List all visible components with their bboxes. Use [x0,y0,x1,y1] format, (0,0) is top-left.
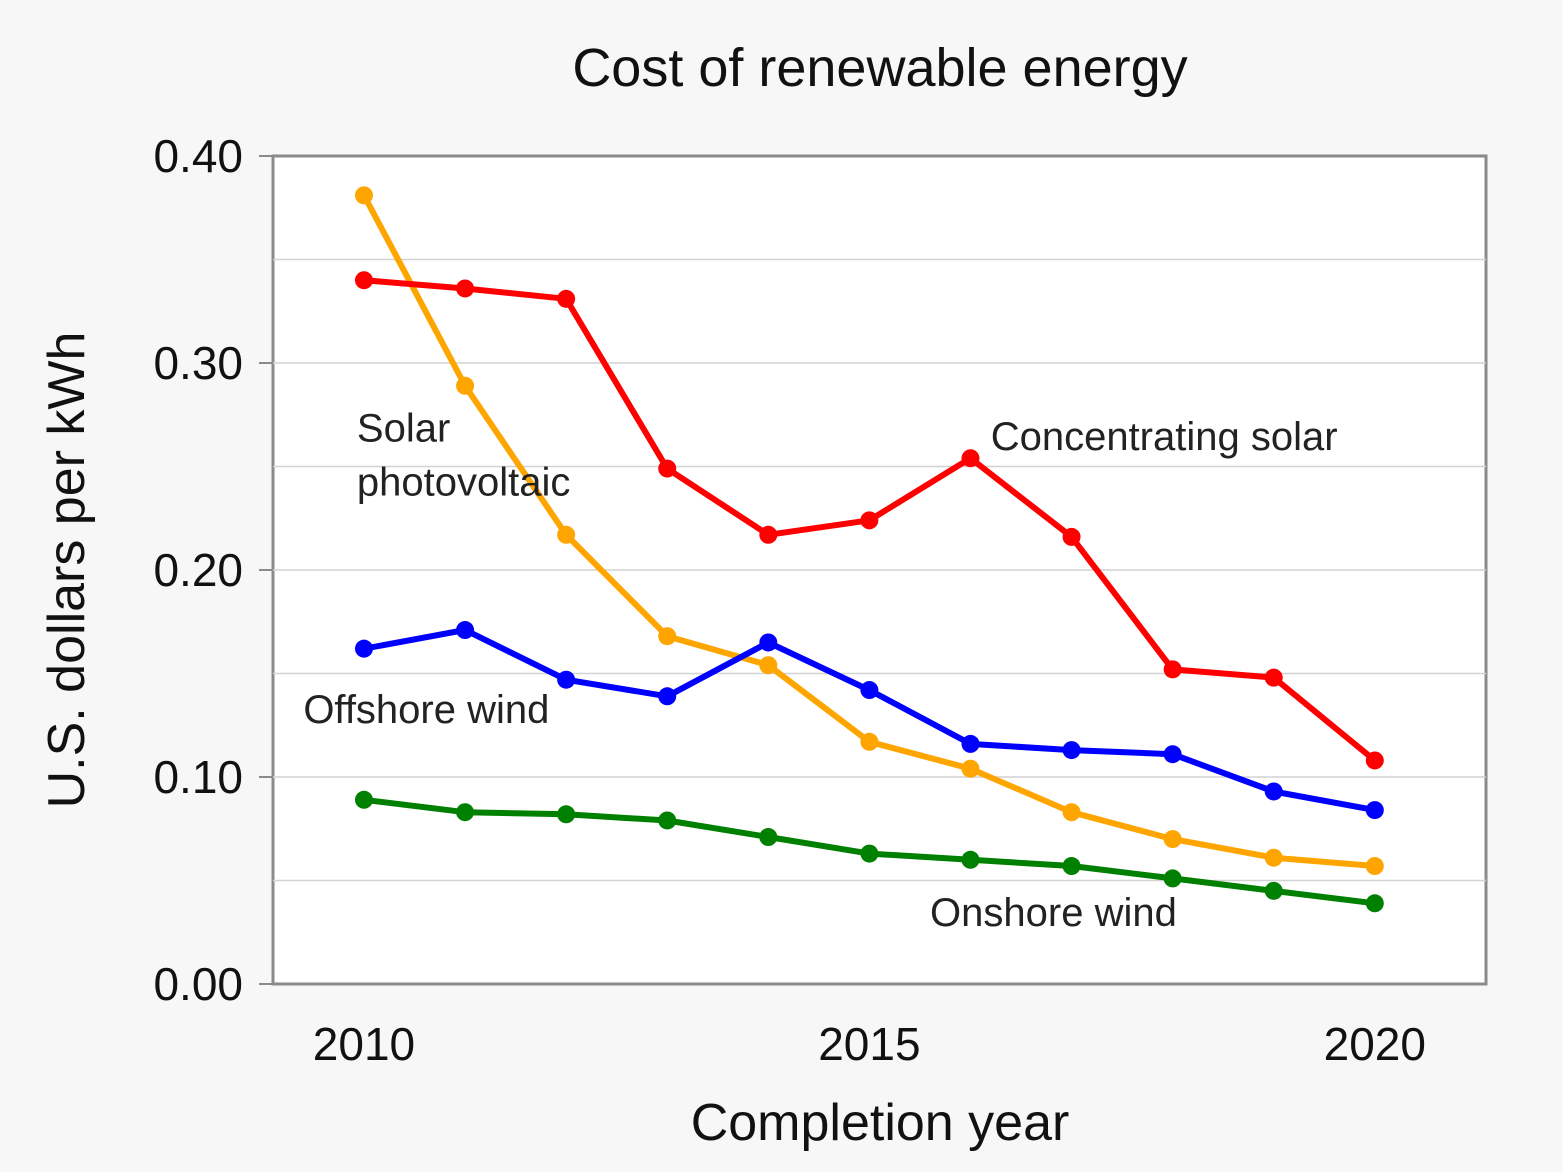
data-point-onshore-wind [1264,881,1283,900]
series-offshore-wind [354,621,1384,820]
data-point-concentrating-solar [658,459,677,478]
data-point-concentrating-solar [557,289,576,308]
data-point-solar-photovoltaic [1163,830,1182,849]
data-point-concentrating-solar [1062,527,1081,546]
data-point-solar-photovoltaic [860,732,879,751]
series-label-line: Onshore wind [930,891,1177,935]
x-tick-label: 2020 [1324,1018,1426,1070]
data-point-onshore-wind [759,828,778,847]
data-point-offshore-wind [961,734,980,753]
data-point-concentrating-solar [1365,751,1384,770]
data-point-concentrating-solar [456,279,475,298]
series-layer [354,186,1384,913]
data-point-onshore-wind [860,844,879,863]
data-point-solar-photovoltaic [1365,857,1384,876]
series-label-line: photovoltaic [357,461,570,505]
data-point-onshore-wind [354,790,373,809]
chart-title: Cost of renewable energy [572,38,1187,98]
series-concentrating-solar [354,271,1384,770]
data-point-offshore-wind [557,670,576,689]
data-point-offshore-wind [860,681,879,700]
data-point-concentrating-solar [1163,660,1182,679]
data-point-offshore-wind [1163,745,1182,764]
data-point-solar-photovoltaic [961,759,980,778]
y-tick-label: 0.20 [153,544,243,596]
series-label-line: Solar [357,407,450,451]
y-tick-label: 0.40 [153,130,243,182]
data-point-concentrating-solar [860,511,879,530]
y-tick-label: 0.00 [153,958,243,1010]
series-label-line: Concentrating solar [991,415,1338,459]
data-point-offshore-wind [1365,801,1384,820]
series-solar-photovoltaic [354,186,1384,876]
tick-labels: 0.00 0.10 0.20 0.30 0.40 2010 2015 2020 [153,130,1426,1070]
y-tick-label: 0.10 [153,751,243,803]
data-point-offshore-wind [354,639,373,658]
data-point-solar-photovoltaic [557,525,576,544]
series-label-line: Offshore wind [303,688,549,732]
data-point-solar-photovoltaic [456,376,475,395]
x-tick-label: 2015 [818,1018,920,1070]
data-point-solar-photovoltaic [354,186,373,205]
grid-lines [273,258,1486,882]
series-label-solar-photovoltaic: Solar photovoltaic [357,407,570,505]
data-point-onshore-wind [456,803,475,822]
y-tick-label: 0.30 [153,337,243,389]
data-point-offshore-wind [456,621,475,640]
data-point-offshore-wind [1062,741,1081,760]
data-point-onshore-wind [557,805,576,824]
series-onshore-wind [354,790,1384,913]
x-axis-label: Completion year [691,1094,1070,1152]
x-tick-label: 2010 [313,1018,415,1070]
series-label-onshore-wind: Onshore wind [930,891,1177,935]
data-point-onshore-wind [1062,857,1081,876]
data-point-concentrating-solar [759,525,778,544]
data-point-solar-photovoltaic [658,627,677,646]
data-point-onshore-wind [1163,869,1182,888]
data-point-offshore-wind [658,687,677,706]
series-label-concentrating-solar: Concentrating solar [991,415,1338,459]
data-point-onshore-wind [658,811,677,830]
data-point-offshore-wind [759,633,778,652]
data-point-solar-photovoltaic [1062,803,1081,822]
y-axis-label: U.S. dollars per kWh [38,332,96,809]
data-point-concentrating-solar [354,271,373,290]
data-point-onshore-wind [961,850,980,869]
series-labels: Solar photovoltaic Concentrating solar Offs… [303,407,1337,935]
series-label-offshore-wind: Offshore wind [303,688,549,732]
data-point-solar-photovoltaic [1264,848,1283,867]
data-point-concentrating-solar [961,449,980,468]
data-point-solar-photovoltaic [759,656,778,675]
data-point-onshore-wind [1365,894,1384,913]
data-point-offshore-wind [1264,782,1283,801]
data-point-concentrating-solar [1264,668,1283,687]
